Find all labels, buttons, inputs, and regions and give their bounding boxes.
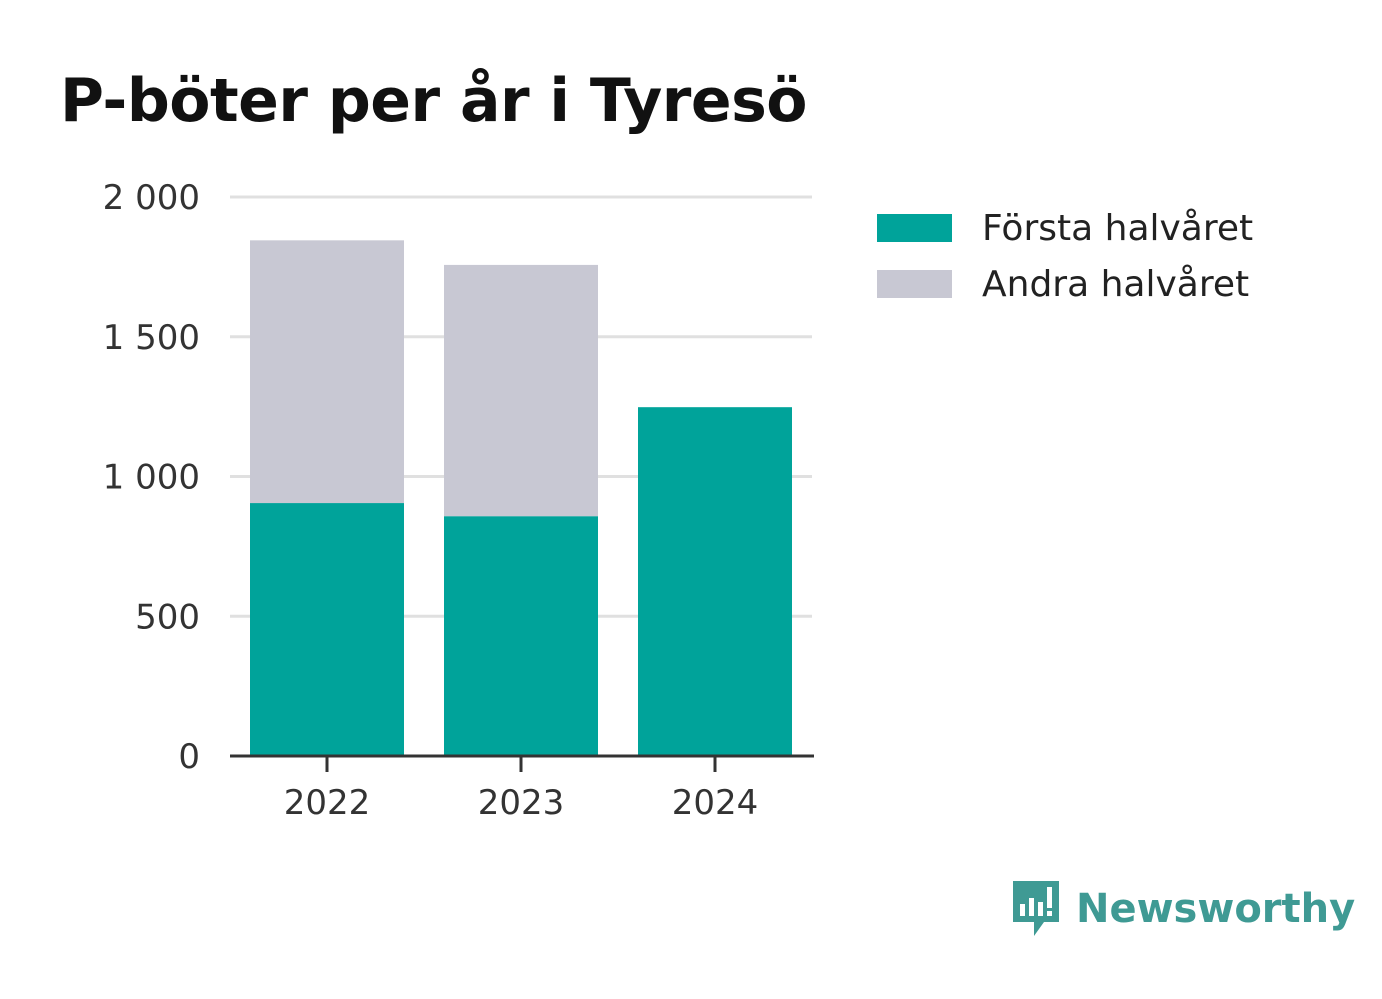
chart-title: P-böter per år i Tyresö [60, 66, 808, 136]
y-tick-label: 1 500 [103, 318, 200, 358]
y-tick-label: 2 000 [103, 178, 200, 218]
bar-first-half [638, 407, 792, 756]
brand-logo: Newsworthy [1010, 878, 1355, 940]
y-tick-label: 0 [178, 737, 200, 777]
legend-label-second-half: Andra halvåret [982, 263, 1250, 305]
legend-item-first-half: Första halvåret [877, 200, 1253, 256]
bar-first-half [444, 516, 598, 756]
brand-name: Newsworthy [1076, 886, 1356, 932]
legend: Första halvåret Andra halvåret [877, 200, 1253, 312]
bar-second-half [250, 240, 404, 504]
legend-label-first-half: Första halvåret [982, 207, 1254, 249]
newsworthy-logo-icon [1013, 881, 1059, 936]
y-tick-label: 500 [135, 597, 200, 637]
bar-second-half [444, 264, 598, 517]
x-tick-label: 2024 [672, 783, 759, 823]
x-tick-label: 2022 [284, 783, 371, 823]
legend-swatch-first-half [877, 214, 952, 242]
y-tick-label: 1 000 [103, 458, 200, 498]
bar-first-half [250, 503, 404, 756]
x-tick-label: 2023 [478, 783, 565, 823]
legend-item-second-half: Andra halvåret [877, 256, 1253, 312]
legend-swatch-second-half [877, 270, 952, 298]
